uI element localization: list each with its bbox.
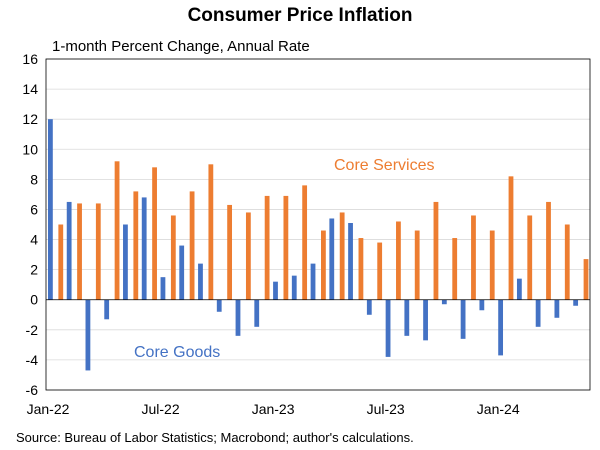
bar-core-goods [573, 299, 579, 306]
y-tick-label: -6 [26, 382, 39, 398]
bar-core-services [189, 191, 195, 300]
bar-core-services [377, 242, 383, 300]
y-tick-label: 14 [22, 81, 38, 97]
series-label-core-services: Core Services [334, 157, 434, 174]
bar-core-services [77, 203, 82, 300]
bar-core-goods [66, 201, 72, 300]
y-tick-label: -2 [26, 322, 39, 338]
bar-core-goods [273, 281, 278, 300]
bar-core-goods [123, 224, 128, 300]
bar-core-goods [141, 197, 147, 300]
y-tick-label: 2 [30, 262, 38, 278]
x-tick-label: Jan-23 [252, 401, 295, 417]
bar-core-services [489, 230, 495, 300]
x-tick-label: Jan-22 [27, 401, 70, 417]
bar-core-goods [423, 299, 428, 341]
bar-core-goods [329, 218, 335, 300]
bar-core-services [358, 238, 364, 300]
chart-source: Source: Bureau of Labor Statistics; Macr… [16, 430, 414, 445]
bar-core-goods [235, 299, 241, 336]
bar-core-goods [310, 263, 316, 300]
plot-area [45, 58, 591, 391]
y-tick-label: 8 [30, 171, 38, 187]
bar-core-services [283, 195, 289, 300]
bar-core-services [583, 259, 589, 300]
bar-core-goods [160, 277, 166, 300]
bar-core-services [152, 167, 157, 300]
y-tick-label: 0 [30, 292, 38, 308]
bar-core-services [508, 176, 514, 300]
bar-core-services [527, 215, 533, 300]
bar-core-services [114, 161, 120, 300]
y-tick-label: -4 [26, 352, 39, 368]
series-label-core-goods: Core Goods [134, 344, 220, 361]
bar-core-goods [404, 299, 410, 336]
bar-core-services [245, 212, 251, 300]
bar-core-services [58, 224, 64, 300]
bar-core-services [264, 195, 270, 300]
bar-core-goods [48, 119, 53, 300]
bars [48, 119, 589, 371]
x-tick-label: Jul-22 [141, 401, 179, 417]
bar-core-services [564, 224, 570, 300]
bar-core-services [95, 203, 101, 300]
bar-core-services [321, 230, 326, 300]
y-tick-label: 12 [22, 111, 38, 127]
x-tick-label: Jan-24 [477, 401, 520, 417]
bar-core-services [546, 201, 551, 300]
bar-core-goods [104, 299, 110, 320]
bar-core-services [452, 238, 458, 300]
bar-core-goods [441, 299, 447, 305]
x-tick-label: Jul-23 [367, 401, 405, 417]
bar-core-goods [460, 299, 466, 339]
x-axis-ticks: Jan-22 Jul-22 Jan-23 Jul-23 Jan-24 [27, 401, 520, 417]
bar-core-services [170, 215, 176, 300]
bar-core-goods [348, 223, 353, 300]
y-tick-label: 16 [22, 51, 38, 67]
y-tick-label: 4 [30, 232, 38, 248]
y-axis-ticks: 16 14 12 10 8 6 4 2 0 -2 -4 -6 [22, 51, 38, 398]
y-tick-label: 10 [22, 141, 38, 157]
bar-core-services [433, 201, 439, 300]
bar-core-services [208, 164, 214, 300]
chart-subtitle: 1-month Percent Change, Annual Rate [52, 38, 310, 55]
bar-core-services [302, 185, 308, 300]
bar-core-goods [85, 299, 91, 371]
bar-core-goods [554, 299, 560, 318]
bar-core-goods [179, 245, 185, 300]
chart-title: Consumer Price Inflation [187, 5, 413, 26]
bar-core-goods [198, 263, 203, 300]
bar-core-services [339, 212, 345, 300]
bar-core-goods [479, 299, 485, 311]
y-tick-label: 6 [30, 201, 38, 217]
bar-core-goods [366, 299, 372, 315]
bar-core-goods [498, 299, 504, 356]
bar-core-services [133, 191, 139, 300]
bar-core-goods [254, 299, 260, 327]
bar-core-goods [291, 275, 297, 300]
bar-core-goods [216, 299, 222, 312]
bar-core-services [396, 221, 401, 300]
bar-core-goods [385, 299, 391, 357]
bar-core-services [414, 230, 420, 300]
bar-core-goods [516, 278, 522, 300]
bar-core-services [227, 204, 233, 300]
bar-core-services [471, 215, 476, 300]
bar-core-goods [535, 299, 541, 327]
